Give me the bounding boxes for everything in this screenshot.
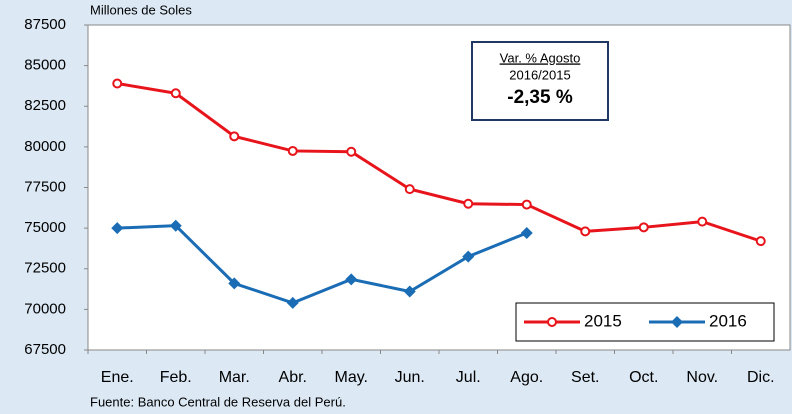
x-tick-label: Dic.: [747, 369, 775, 386]
y-axis-label: Millones de Soles: [90, 2, 192, 17]
legend-marker: [547, 317, 557, 327]
marker: [287, 145, 298, 156]
marker: [403, 285, 416, 298]
marker: [463, 198, 474, 209]
marker: [346, 146, 357, 157]
marker: [345, 273, 358, 286]
y-tick-label: 75000: [24, 219, 66, 236]
marker: [170, 88, 181, 99]
marker: [404, 184, 415, 195]
plot-area: [87, 24, 791, 351]
annotation-title: Var. % Agosto: [500, 50, 581, 65]
legend-box: [515, 302, 775, 342]
y-tick-label: 70000: [24, 300, 66, 317]
y-tick-label: 72500: [24, 260, 66, 277]
x-tick-label: Jun.: [395, 369, 425, 386]
annotation-box: [471, 41, 609, 121]
marker: [169, 219, 182, 232]
x-tick-label: Set.: [571, 369, 599, 386]
legend-marker: [671, 316, 683, 328]
x-tick-label: Nov.: [686, 369, 718, 386]
y-tick-label: 85000: [24, 57, 66, 74]
marker: [580, 226, 591, 237]
marker: [462, 250, 475, 263]
x-tick-label: Ene.: [101, 369, 134, 386]
x-tick-label: Feb.: [160, 369, 192, 386]
x-tick-label: Mar.: [219, 369, 250, 386]
marker: [755, 236, 766, 247]
marker: [286, 296, 299, 309]
legend-label: 2016: [709, 311, 747, 330]
x-tick-label: Abr.: [279, 369, 307, 386]
y-tick-label: 82500: [24, 97, 66, 114]
y-tick-label: 67500: [24, 341, 66, 358]
marker: [521, 199, 532, 210]
marker: [520, 227, 533, 239]
x-tick-label: May.: [335, 369, 368, 386]
x-tick-label: Ago.: [510, 369, 543, 386]
marker: [229, 131, 240, 142]
marker: [697, 216, 708, 227]
marker: [228, 277, 241, 290]
y-tick-label: 80000: [24, 138, 66, 155]
x-tick-label: Jul.: [456, 369, 481, 386]
y-tick-label: 77500: [24, 178, 66, 195]
marker: [111, 222, 124, 235]
annotation-subtitle: 2016/2015: [509, 67, 570, 82]
legend-label: 2015: [584, 311, 622, 330]
series-line: [117, 82, 762, 243]
source: Fuente: Banco Central de Reserva del Per…: [90, 394, 346, 409]
marker: [112, 78, 123, 89]
annotation-value: -2,35 %: [507, 87, 573, 108]
series-line: [117, 224, 528, 305]
y-tick-label: 87500: [24, 16, 66, 33]
x-tick-label: Oct.: [629, 369, 658, 386]
marker: [638, 222, 649, 233]
